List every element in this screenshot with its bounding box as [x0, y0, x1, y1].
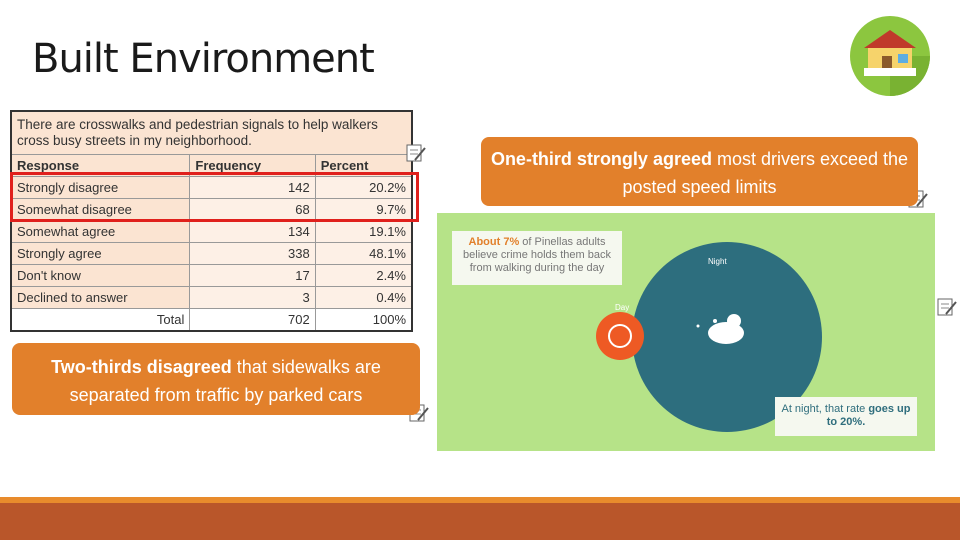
table-row: Don't know 17 2.4%: [10, 264, 413, 287]
table-cell: 9.7%: [314, 198, 413, 221]
info-box: At night, that rate goes up to 20%.: [775, 397, 917, 436]
table-cell: 48.1%: [314, 242, 413, 265]
caption-row: There are crosswalks and pedestrian sign…: [10, 110, 413, 155]
table-cell: 68: [189, 198, 316, 221]
table-row: Strongly disagree 142 20.2%: [10, 176, 413, 199]
table-cell: 17: [189, 264, 316, 287]
slide-title: Built Environment: [32, 36, 375, 82]
info-box: About 7% of Pinellas adults believe crim…: [452, 231, 622, 285]
callout-text: that sidewalks are separated from traffi…: [69, 357, 381, 405]
highlight-box: [10, 172, 419, 222]
table-cell: 20.2%: [314, 176, 413, 199]
table-cell: Don't know: [10, 264, 191, 287]
callout: One-third strongly agreed most drivers e…: [481, 137, 918, 206]
table-cell: 19.1%: [314, 220, 413, 243]
table-row: Strongly agree 338 48.1%: [10, 242, 413, 265]
table-row: Somewhat agree 134 19.1%: [10, 220, 413, 243]
total-cell: 100%: [314, 308, 413, 332]
footer-line: [0, 497, 960, 503]
info-text: At night, that rate: [781, 403, 869, 415]
column-header: Percent: [314, 154, 413, 177]
info-text: of Pinellas adults believe crime holds t…: [463, 236, 611, 274]
total-row: Total 702 100%: [10, 308, 413, 332]
table-caption: There are crosswalks and pedestrian sign…: [10, 110, 413, 155]
data-table: There are crosswalks and pedestrian sign…: [10, 110, 413, 332]
table-cell: 0.4%: [314, 286, 413, 309]
night-label: Night: [708, 257, 727, 266]
callout-emphasis: One-third strongly agreed: [490, 149, 712, 169]
table-cell: 338: [189, 242, 316, 265]
table-row: Declined to answer 3 0.4%: [10, 286, 413, 309]
day-label: Day: [615, 303, 630, 312]
table-cell: Somewhat disagree: [10, 198, 191, 221]
house-icon: [850, 16, 930, 96]
total-cell: Total: [10, 308, 191, 332]
footer-bar: [0, 503, 960, 540]
table-cell: Declined to answer: [10, 286, 191, 309]
table-cell: Strongly disagree: [10, 176, 191, 199]
callout-text: most drivers exceed the posted speed lim…: [622, 149, 909, 197]
note-icon: [406, 144, 426, 162]
table-cell: 134: [189, 220, 316, 243]
callout: Two-thirds disagreed that sidewalks are …: [12, 343, 420, 415]
column-header: Response: [10, 154, 191, 177]
note-icon: [937, 298, 957, 316]
infographic-art: [596, 242, 822, 432]
total-cell: 702: [189, 308, 316, 332]
table-cell: Somewhat agree: [10, 220, 191, 243]
table-cell: 142: [189, 176, 316, 199]
info-emphasis: goes up to 20%.: [826, 403, 911, 428]
table-cell: 3: [189, 286, 316, 309]
table-row: Somewhat disagree 68 9.7%: [10, 198, 413, 221]
infographic: Night Day About 7% of Pinellas adults be…: [437, 213, 935, 451]
table-cell: Strongly agree: [10, 242, 191, 265]
header-row: Response Frequency Percent: [10, 154, 413, 177]
info-emphasis: About 7%: [468, 236, 520, 248]
column-header: Frequency: [189, 154, 316, 177]
callout-emphasis: Two-thirds disagreed: [51, 357, 232, 377]
table-cell: 2.4%: [314, 264, 413, 287]
